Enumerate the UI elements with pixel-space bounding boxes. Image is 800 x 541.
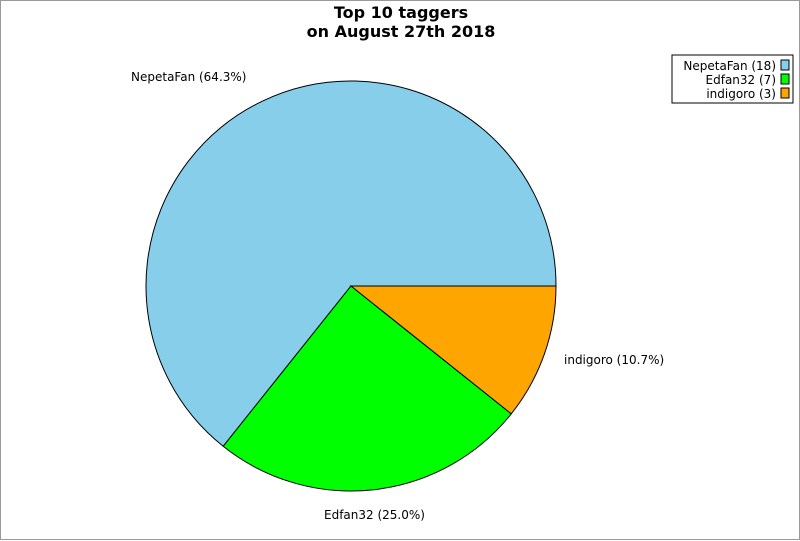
legend-swatch-edfan32: [780, 73, 790, 85]
legend-box: [671, 54, 794, 104]
legend-swatch-nepetafan: [780, 59, 790, 71]
chart-subtitle: on August 27th 2018: [307, 22, 496, 41]
slice-label-edfan32: Edfan32 (25.0%): [324, 508, 425, 522]
legend: NepetaFan (18)Edfan32 (7)indigoro (3): [671, 54, 794, 104]
chart-title: Top 10 taggers: [334, 3, 468, 22]
slice-label-nepetafan: NepetaFan (64.3%): [131, 70, 246, 84]
pie-slice-indigoro: [349, 285, 557, 415]
pie-slice-nepetafan: [145, 80, 557, 447]
pie-slice-edfan32: [222, 285, 512, 492]
slice-label-indigoro: indigoro (10.7%): [564, 353, 664, 367]
pie-slice-labels: NepetaFan (64.3%) Edfan32 (25.0%) indigoro…: [131, 70, 664, 522]
legend-label-nepetafan: NepetaFan (18): [683, 59, 776, 73]
legend-label-indigoro: indigoro (3): [706, 87, 776, 101]
legend-swatch-indigoro: [780, 87, 790, 99]
pie-slices: [145, 80, 557, 492]
legend-label-edfan32: Edfan32 (7): [706, 73, 776, 87]
